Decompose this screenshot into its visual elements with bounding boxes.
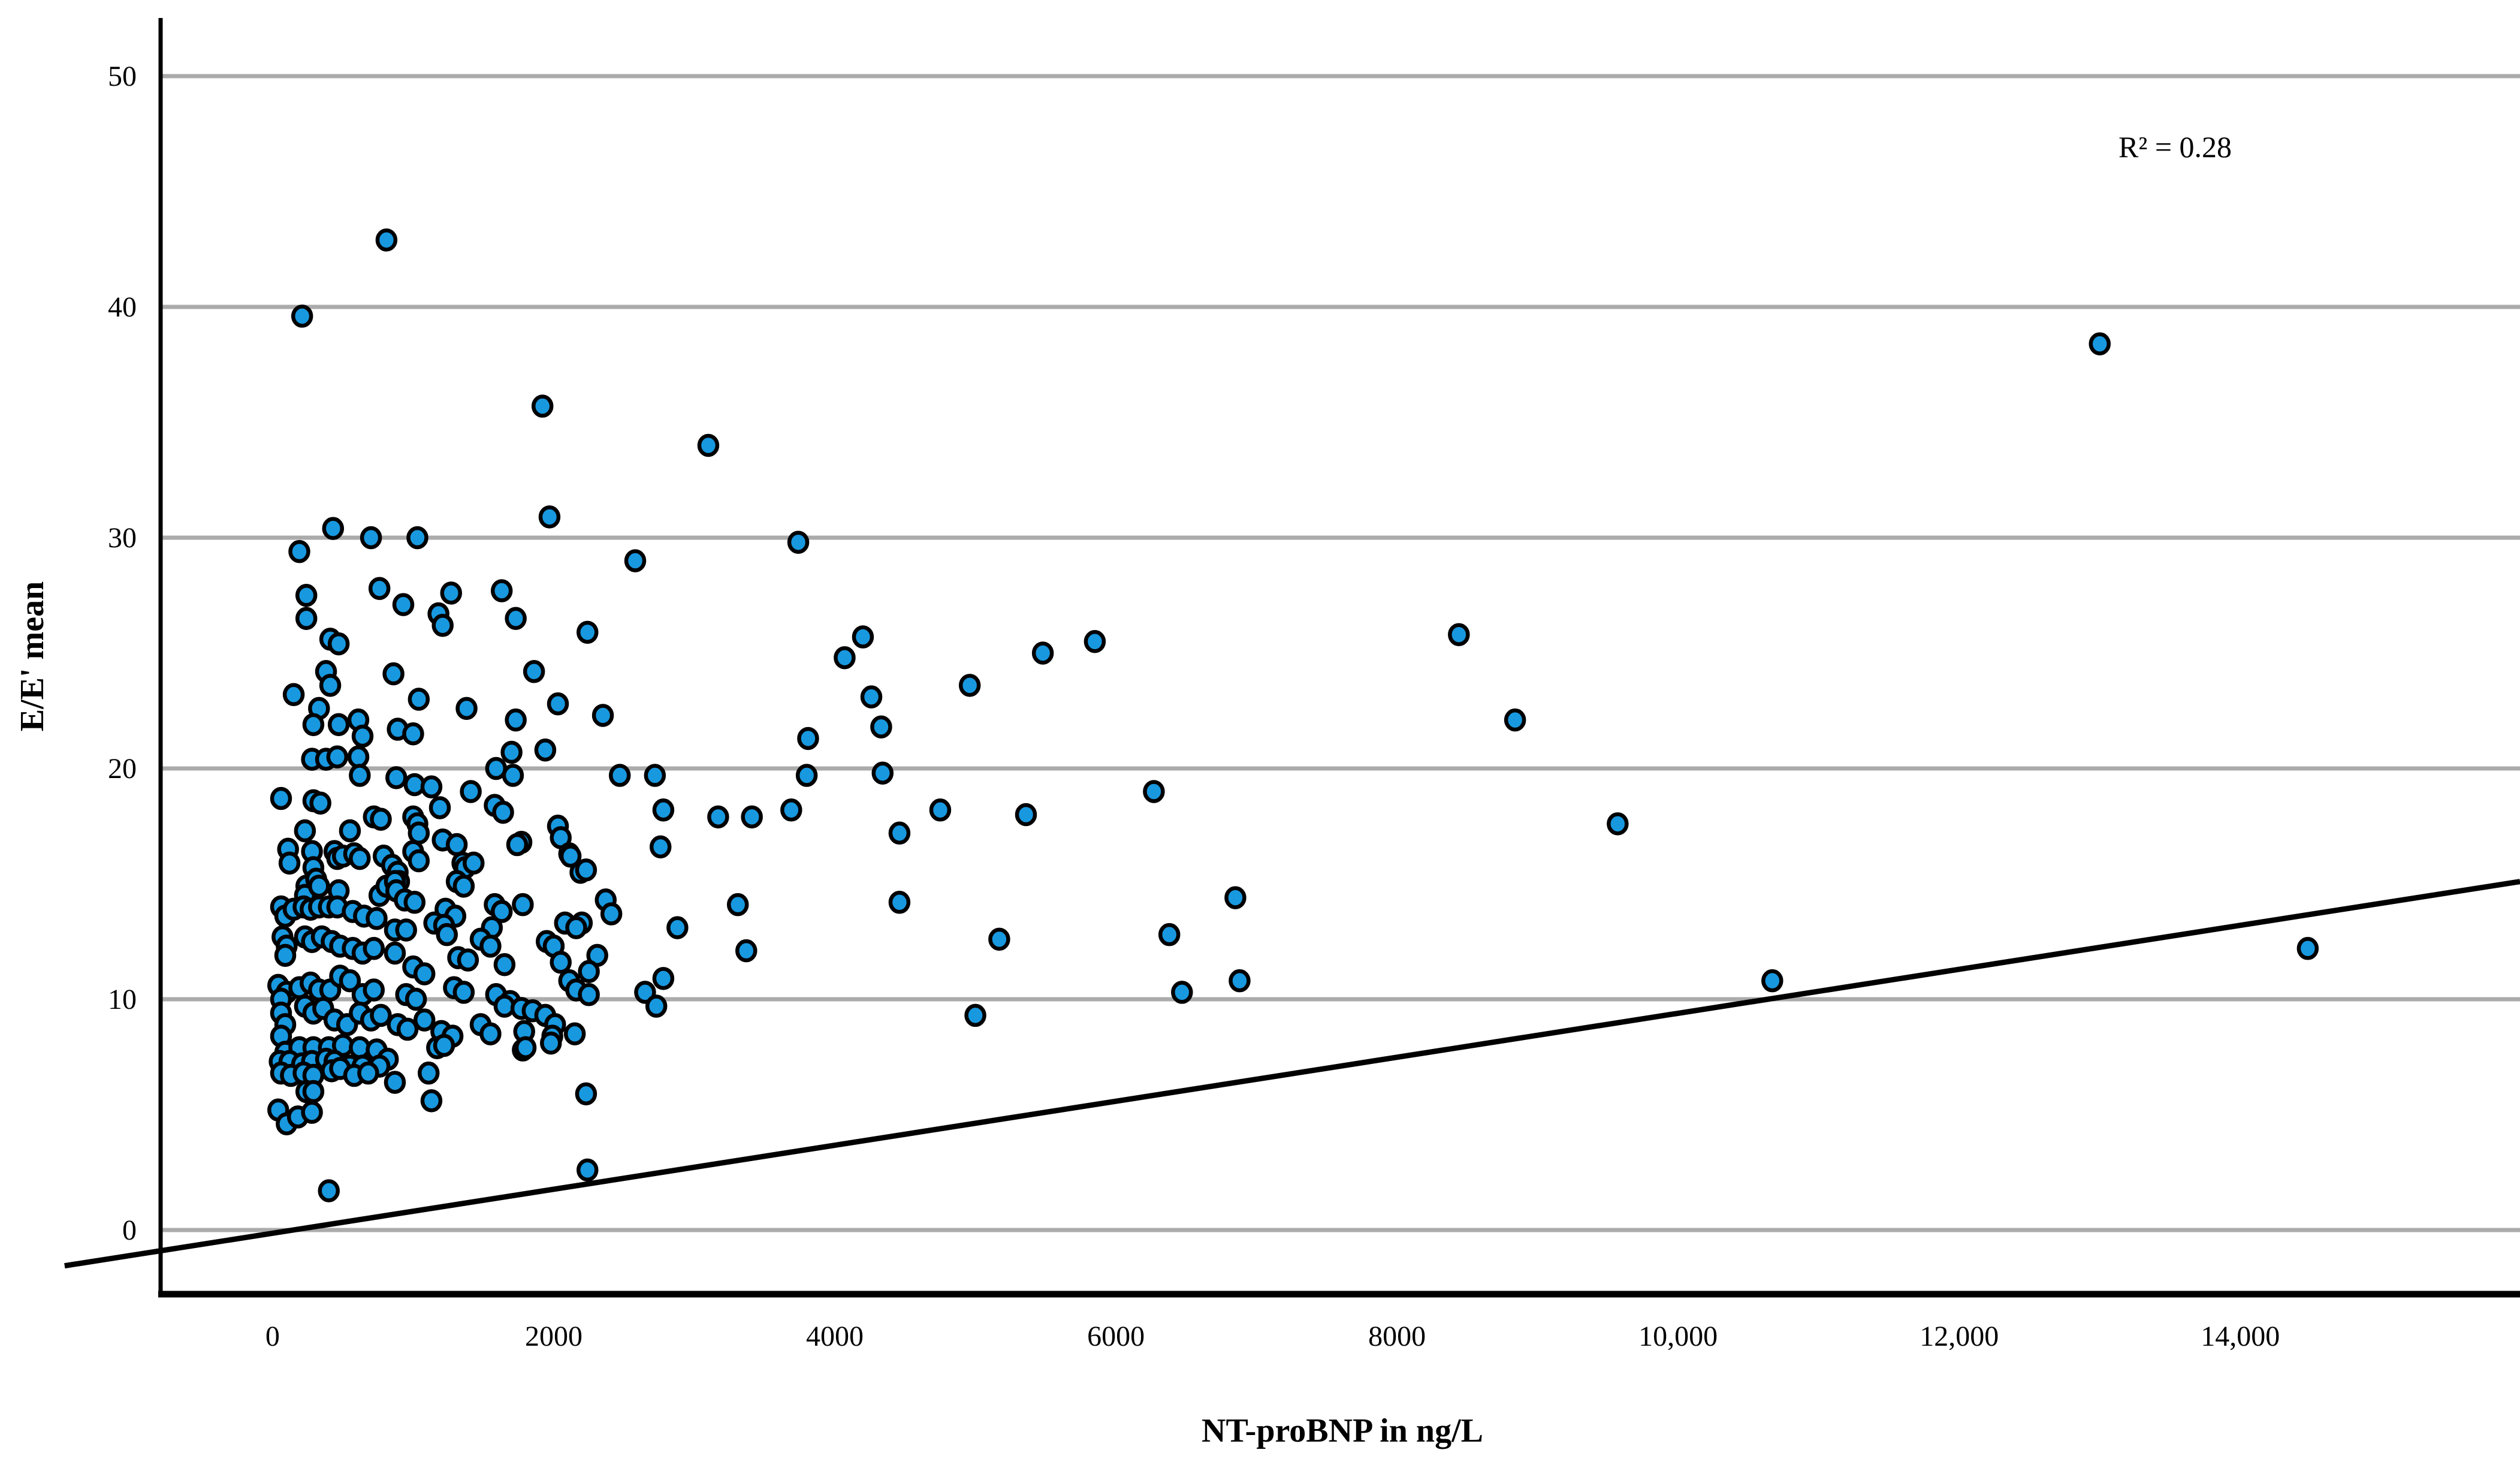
y-axis-title: E/E' mean bbox=[14, 581, 51, 731]
svg-text:8000: 8000 bbox=[1368, 1321, 1426, 1352]
svg-text:50: 50 bbox=[108, 61, 137, 92]
svg-text:20: 20 bbox=[108, 753, 137, 785]
gridlines bbox=[161, 74, 2520, 1232]
svg-text:30: 30 bbox=[108, 522, 137, 554]
axis-labels: 0 10 20 30 40 50 0 2000 4000 6000 8000 10,000 12,000… bbox=[14, 61, 2280, 1449]
x-axis-title: NT-proBNP in ng/L bbox=[1202, 1412, 1483, 1449]
fit-line bbox=[64, 879, 2520, 1269]
svg-text:12,000: 12,000 bbox=[1920, 1321, 1999, 1352]
r-squared-annotation: R² = 0.28 bbox=[2118, 130, 2232, 164]
svg-text:0: 0 bbox=[122, 1214, 137, 1246]
svg-text:40: 40 bbox=[108, 291, 137, 323]
svg-text:6000: 6000 bbox=[1087, 1321, 1145, 1352]
svg-text:14,000: 14,000 bbox=[2201, 1321, 2280, 1352]
axes bbox=[158, 18, 2520, 1298]
data-points bbox=[267, 228, 2319, 1202]
svg-text:4000: 4000 bbox=[806, 1321, 864, 1352]
svg-text:10,000: 10,000 bbox=[1638, 1321, 1718, 1352]
svg-text:10: 10 bbox=[108, 984, 137, 1015]
svg-text:2000: 2000 bbox=[525, 1321, 583, 1352]
svg-text:0: 0 bbox=[265, 1321, 280, 1352]
